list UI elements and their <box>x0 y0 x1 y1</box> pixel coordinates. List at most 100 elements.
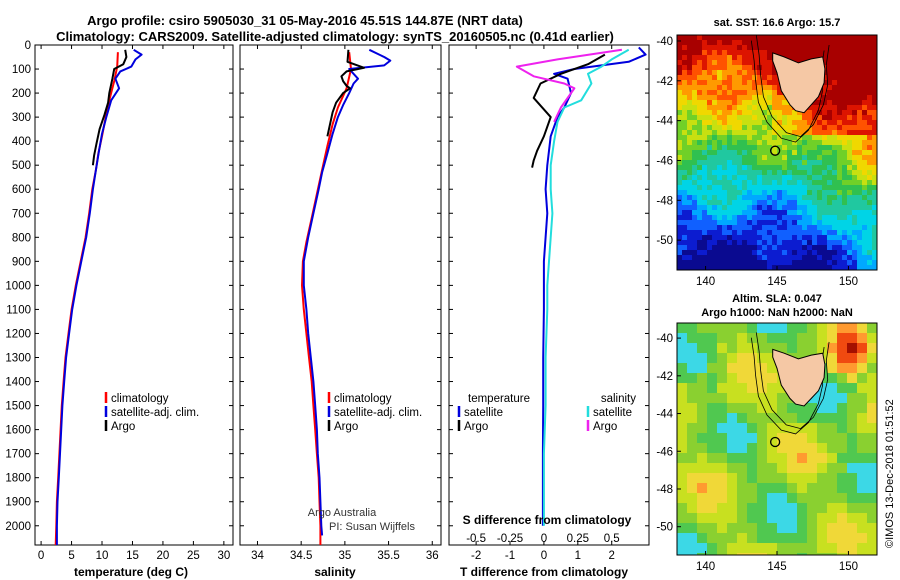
field-cell <box>682 210 688 216</box>
field-cell <box>717 493 728 504</box>
field-cell <box>872 220 877 226</box>
field-cell <box>862 130 868 136</box>
field-cell <box>727 185 733 191</box>
field-cell <box>787 230 793 236</box>
field-cell <box>867 205 873 211</box>
field-cell <box>677 180 683 186</box>
field-cell <box>817 265 823 270</box>
field-cell <box>872 145 877 151</box>
field-cell <box>782 120 788 126</box>
field-cell <box>857 503 868 514</box>
field-cell <box>757 105 763 111</box>
field-cell <box>732 195 738 201</box>
field-cell <box>707 383 718 394</box>
field-cell <box>807 105 813 111</box>
field-cell <box>857 85 863 91</box>
field-cell <box>697 503 708 514</box>
field-cell <box>737 90 743 96</box>
field-cell <box>827 235 833 241</box>
field-cell <box>847 65 853 71</box>
field-cell <box>792 260 798 266</box>
field-cell <box>872 160 877 166</box>
field-cell <box>852 165 858 171</box>
field-cell <box>707 35 713 41</box>
field-cell <box>682 225 688 231</box>
field-cell <box>867 323 877 334</box>
field-cell <box>697 65 703 71</box>
field-cell <box>697 70 703 76</box>
field-cell <box>732 175 738 181</box>
field-cell <box>837 513 848 524</box>
field-cell <box>737 60 743 66</box>
y-tick-label: 300 <box>12 112 31 124</box>
field-cell <box>867 80 873 86</box>
field-cell <box>707 110 713 116</box>
field-cell <box>692 210 698 216</box>
field-cell <box>792 180 798 186</box>
field-cell <box>717 245 723 251</box>
field-cell <box>792 50 798 56</box>
field-cell <box>707 363 718 374</box>
field-cell <box>777 553 788 555</box>
field-cell <box>682 40 688 46</box>
field-cell <box>692 135 698 141</box>
field-cell <box>782 100 788 106</box>
map-y-tick-label: -42 <box>656 76 673 88</box>
field-cell <box>862 185 868 191</box>
field-cell <box>687 413 698 424</box>
field-cell <box>787 323 798 334</box>
field-cell <box>772 130 778 136</box>
field-cell <box>762 120 768 126</box>
field-cell <box>792 170 798 176</box>
field-cell <box>807 260 813 266</box>
field-cell <box>732 255 738 261</box>
field-cell <box>697 105 703 111</box>
field-cell <box>727 533 738 544</box>
field-cell <box>857 513 868 524</box>
field-cell <box>792 160 798 166</box>
x-tick-label: 35 <box>338 550 351 562</box>
field-cell <box>752 130 758 136</box>
field-cell <box>752 40 758 46</box>
field-cell <box>752 120 758 126</box>
field-cell <box>717 513 728 524</box>
field-cell <box>692 185 698 191</box>
y-tick-label: 700 <box>12 208 31 220</box>
field-cell <box>802 220 808 226</box>
y-tick-label: 1700 <box>5 449 31 461</box>
field-cell <box>847 50 853 56</box>
field-cell <box>827 373 838 384</box>
field-cell <box>827 553 838 555</box>
field-cell <box>852 260 858 266</box>
field-cell <box>757 85 763 91</box>
field-cell <box>692 95 698 101</box>
field-cell <box>822 180 828 186</box>
field-cell <box>737 65 743 71</box>
field-cell <box>727 35 733 41</box>
field-cell <box>847 125 853 131</box>
field-cell <box>722 215 728 221</box>
field-cell <box>842 180 848 186</box>
field-cell <box>852 65 858 71</box>
field-cell <box>807 433 818 444</box>
field-cell <box>862 160 868 166</box>
field-cell <box>792 125 798 131</box>
field-cell <box>682 70 688 76</box>
field-cell <box>807 155 813 161</box>
field-cell <box>797 543 808 554</box>
field-cell <box>817 35 823 41</box>
field-cell <box>747 175 753 181</box>
field-cell <box>837 160 843 166</box>
legend-title-salinity: salinity <box>601 393 636 405</box>
field-cell <box>862 75 868 81</box>
series-line-satellite-adj-clim- <box>55 48 143 545</box>
field-cell <box>767 130 773 136</box>
series-group <box>515 46 647 526</box>
field-cell <box>857 90 863 96</box>
field-cell <box>807 230 813 236</box>
field-cell <box>867 70 873 76</box>
field-cell <box>807 463 818 474</box>
field-cell <box>872 125 877 131</box>
field-cell <box>847 200 853 206</box>
field-cell <box>727 40 733 46</box>
